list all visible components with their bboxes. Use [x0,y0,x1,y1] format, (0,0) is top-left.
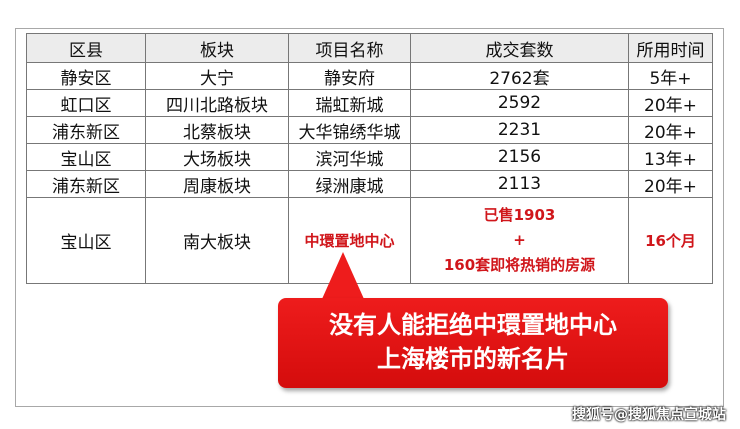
sales-table: 区县 板块 项目名称 成交套数 所用时间 静安区 大宁 静安府 2762套 5年+ 虹口区… [26,33,713,284]
cell-time: 13年+ [628,143,713,171]
callout-line-1: 没有人能拒绝中環置地中心 [329,311,617,339]
table-row: 静安区 大宁 静安府 2762套 5年+ [26,62,713,90]
sold-line-3: 160套即将热销的房源 [443,256,596,274]
cell-time: 5年+ [628,62,713,90]
callout-box: 没有人能拒绝中環置地中心 上海楼市的新名片 [278,298,668,388]
cell-block: 北蔡板块 [145,116,289,144]
header-block: 板块 [145,33,289,63]
header-units: 成交套数 [410,33,629,63]
cell-block: 周康板块 [145,170,289,198]
table-header-row: 区县 板块 项目名称 成交套数 所用时间 [26,33,713,63]
cell-district: 浦东新区 [26,116,146,144]
header-project: 项目名称 [288,33,411,63]
table-row: 虹口区 四川北路板块 瑞虹新城 2592 20年+ [26,89,713,117]
image-frame [15,28,724,407]
sold-line-1: 已售1903 [483,206,556,224]
cell-block: 大宁 [145,62,289,90]
header-time: 所用时间 [628,33,713,63]
header-district: 区县 [26,33,146,63]
cell-units: 已售1903 + 160套即将热销的房源 [410,197,629,284]
cell-district: 虹口区 [26,89,146,117]
table-row: 浦东新区 周康板块 绿洲康城 2113 20年+ [26,170,713,198]
cell-units: 2113 [410,170,629,198]
watermark: 搜狐号@搜狐焦点宣城站 [572,407,726,423]
table-row: 浦东新区 北蔡板块 大华锦绣华城 2231 20年+ [26,116,713,144]
callout-line-2: 上海楼市的新名片 [377,345,569,373]
sold-line-2: + [513,231,526,249]
cell-time: 20年+ [628,170,713,198]
cell-block: 南大板块 [145,197,289,284]
cell-district: 静安区 [26,62,146,90]
cell-units: 2592 [410,89,629,117]
cell-district: 浦东新区 [26,170,146,198]
cell-block: 大场板块 [145,143,289,171]
cell-district: 宝山区 [26,143,146,171]
cell-project: 滨河华城 [288,143,411,171]
cell-project: 大华锦绣华城 [288,116,411,144]
cell-time: 20年+ [628,89,713,117]
cell-project: 静安府 [288,62,411,90]
cell-block: 四川北路板块 [145,89,289,117]
table-row-highlight: 宝山区 南大板块 中環置地中心 已售1903 + 160套即将热销的房源 16个… [26,197,713,284]
cell-units: 2231 [410,116,629,144]
callout-pointer [322,252,364,299]
table-row: 宝山区 大场板块 滨河华城 2156 13年+ [26,143,713,171]
cell-project: 瑞虹新城 [288,89,411,117]
cell-units: 2762套 [410,62,629,90]
cell-time: 20年+ [628,116,713,144]
cell-units: 2156 [410,143,629,171]
cell-project: 绿洲康城 [288,170,411,198]
cell-district: 宝山区 [26,197,146,284]
cell-time: 16个月 [628,197,713,284]
